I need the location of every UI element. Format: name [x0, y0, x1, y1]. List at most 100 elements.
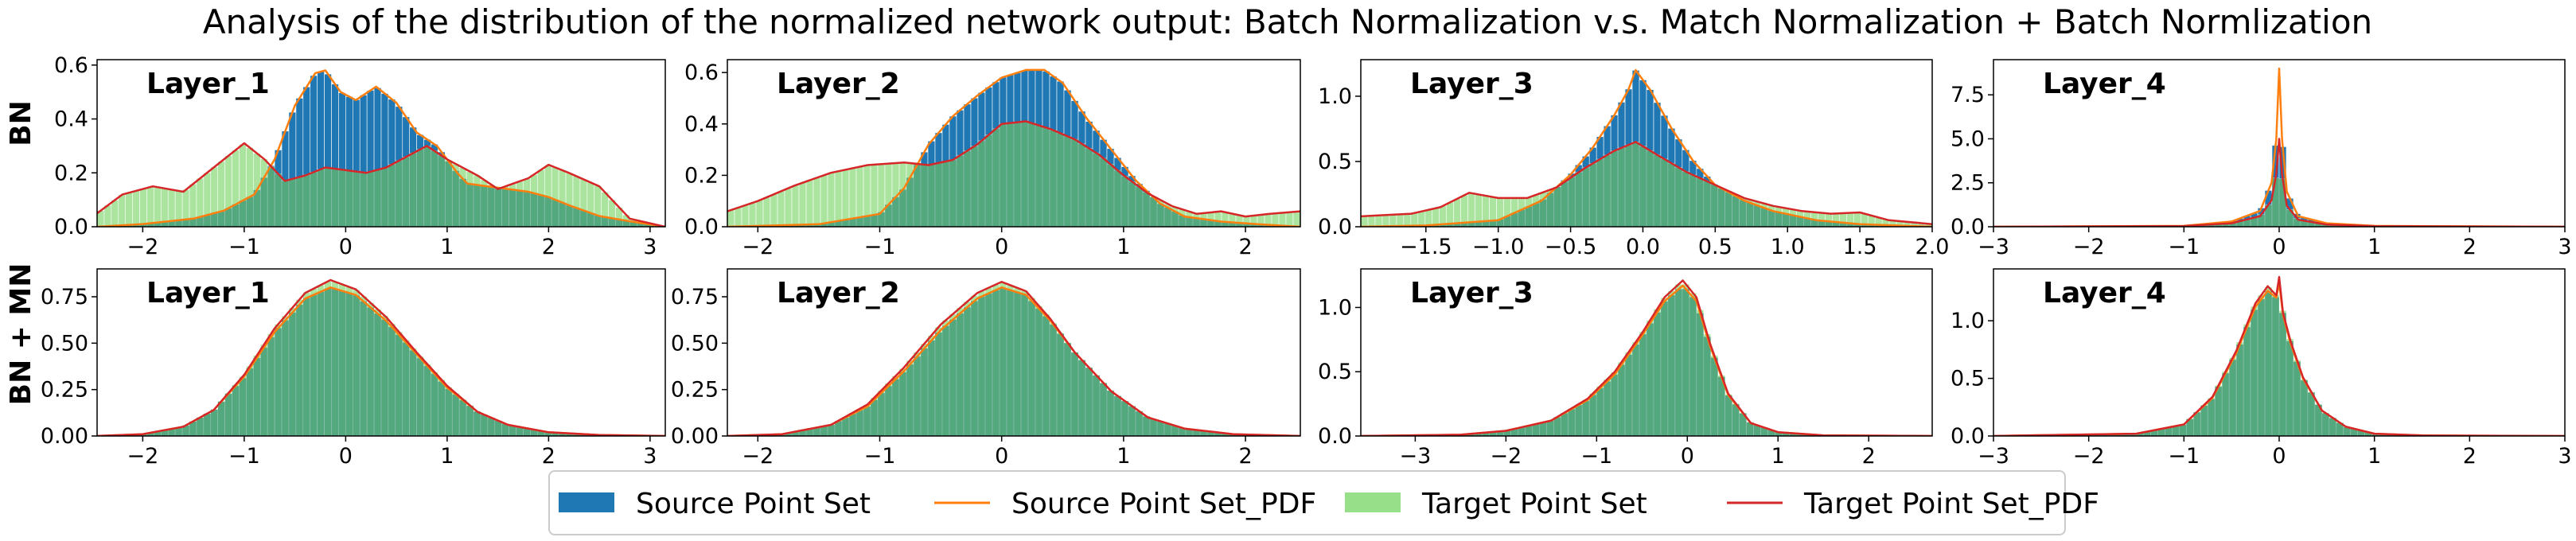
- overlap-bar: [494, 420, 502, 436]
- x-tick-label: −3: [1978, 235, 2009, 259]
- overlap-bar: [1717, 376, 1725, 436]
- overlap-bar: [1611, 150, 1619, 227]
- overlap-bar: [2208, 224, 2216, 227]
- layer-label: Layer_1: [146, 68, 270, 100]
- overlap-bar: [416, 358, 424, 436]
- overlap-bar: [1093, 153, 1100, 227]
- target-bar: [125, 192, 133, 227]
- y-tick-label: 0.2: [54, 161, 88, 185]
- overlap-bar: [2258, 299, 2266, 436]
- overlap-bar: [957, 155, 964, 227]
- y-tick-label: 0.0: [1951, 215, 1985, 239]
- x-tick-label: 0.0: [1626, 235, 1660, 259]
- layer-label: Layer_2: [777, 68, 900, 100]
- overlap-bar: [1007, 290, 1014, 436]
- overlap-bar: [217, 401, 225, 436]
- overlap-bar: [431, 373, 438, 436]
- overlap-bar: [1439, 224, 1447, 227]
- overlap-bar: [1128, 181, 1136, 227]
- overlap-bar: [530, 429, 538, 436]
- overlap-bar: [1050, 324, 1057, 436]
- legend: Source Point Set Source Point Set_PDF Targ…: [548, 470, 2099, 535]
- overlap-bar: [139, 224, 147, 227]
- target-bar: [1374, 215, 1383, 227]
- overlap-bar: [587, 212, 594, 227]
- legend-label: Source Point Set: [636, 488, 871, 520]
- x-tick-label: −2: [742, 235, 774, 259]
- overlap-bar: [1732, 404, 1740, 436]
- overlap-bar: [1042, 127, 1050, 227]
- overlap-bar: [1703, 181, 1711, 227]
- overlap-bar: [345, 293, 353, 436]
- layer-label: Layer_4: [2043, 277, 2166, 309]
- overlap-bar: [1596, 387, 1604, 436]
- panel-bn-layer-3: −1.5 −1.0 −0.5 0.0 0.5 1.0 1.5 2.0 0.0 0.5 1.0 Laye…: [1318, 59, 1949, 259]
- overlap-bar: [1782, 432, 1790, 436]
- overlap-bar: [203, 215, 211, 227]
- panel-bn-layer-1: −2 −1 0 1 2 3 0.0 0.2 0.4 0.6 Layer_1: [54, 53, 666, 259]
- overlap-bar: [416, 149, 424, 227]
- overlap-bar: [480, 415, 488, 436]
- y-tick-label: 1.0: [1318, 295, 1352, 320]
- overlap-bar: [1121, 401, 1128, 436]
- overlap-bar: [395, 334, 403, 436]
- y-tick-label: 0.2: [684, 163, 719, 188]
- overlap-bar: [1143, 192, 1150, 227]
- overlap-bar: [1186, 429, 1193, 436]
- target-pdf-line: [1993, 275, 2565, 436]
- overlap-bar: [608, 218, 616, 227]
- y-tick-label: 0.50: [41, 331, 88, 356]
- overlap-bar: [2286, 341, 2293, 436]
- overlap-bar: [2329, 418, 2336, 436]
- layer-label: Layer_3: [1410, 68, 1534, 100]
- overlap-bar: [2321, 413, 2329, 436]
- overlap-bar: [1200, 219, 1207, 227]
- overlap-bar: [1739, 200, 1747, 227]
- target-bar: [1367, 215, 1376, 227]
- layer-label: Layer_1: [146, 277, 270, 309]
- overlap-bar: [1674, 289, 1682, 436]
- overlap-bar: [168, 429, 176, 436]
- overlap-bar: [1503, 216, 1511, 227]
- overlap-bar: [1525, 426, 1533, 436]
- overlap-bar: [360, 301, 368, 436]
- overlap-bar: [161, 221, 169, 227]
- overlap-bar: [1696, 313, 1704, 436]
- target-pdf-line: [1361, 141, 1932, 225]
- overlap-bar: [1796, 216, 1804, 227]
- overlap-bar: [1710, 185, 1718, 227]
- overlap-bar: [2193, 412, 2201, 436]
- target-bar: [1292, 211, 1300, 227]
- overlap-bar: [232, 386, 240, 436]
- layer-label: Layer_4: [2043, 68, 2166, 100]
- overlap-bar: [1050, 130, 1057, 227]
- overlap-bar: [1214, 432, 1222, 436]
- overlap-bar: [239, 200, 247, 227]
- overlap-bar: [2243, 327, 2251, 436]
- overlap-bar: [487, 418, 495, 436]
- overlap-bar: [374, 313, 381, 436]
- overlap-bar: [792, 431, 799, 436]
- row-label-bn: BN: [5, 100, 37, 146]
- x-tick-label: 2: [542, 444, 555, 469]
- overlap-bar: [1200, 430, 1207, 436]
- overlap-bar: [949, 319, 957, 436]
- overlap-bar: [438, 381, 446, 436]
- overlap-bar: [1604, 154, 1611, 227]
- overlap-bar: [253, 189, 261, 227]
- overlap-bar: [189, 218, 197, 227]
- y-tick-label: 5.0: [1951, 126, 1985, 151]
- overlap-bar: [985, 293, 992, 436]
- overlap-bar: [813, 427, 820, 436]
- x-tick-label: 1: [440, 235, 454, 259]
- x-tick-label: 3: [2558, 444, 2571, 469]
- overlap-bar: [1021, 294, 1028, 436]
- overlap-bar: [537, 195, 545, 227]
- overlap-bar: [1150, 418, 1157, 436]
- overlap-bar: [1064, 136, 1071, 227]
- overlap-bar: [1767, 210, 1775, 227]
- overlap-bar: [921, 164, 928, 227]
- x-tick-label: 0: [995, 444, 1008, 469]
- overlap-bar: [282, 320, 289, 436]
- overlap-bar: [1789, 433, 1797, 436]
